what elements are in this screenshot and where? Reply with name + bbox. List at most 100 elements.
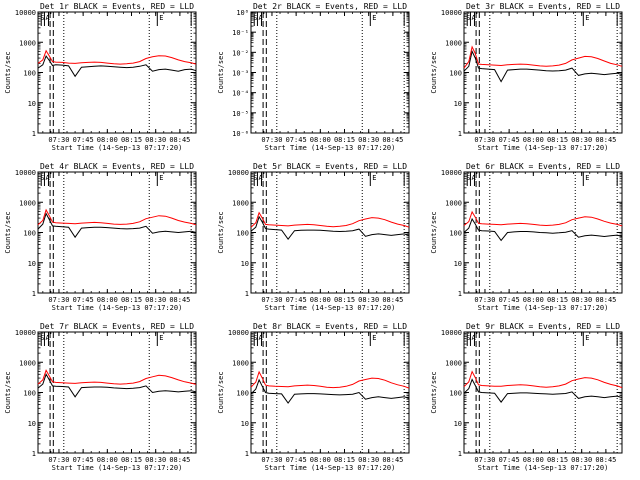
y-tick-label: 10 [28, 260, 36, 268]
x-tick-label: 07:45 [73, 296, 94, 304]
x-tick-label: 07:30 [261, 456, 282, 464]
marker-letter: S [253, 14, 257, 22]
series-line-lld [250, 370, 410, 389]
x-tick-label: 07:45 [73, 456, 94, 464]
y-tick-label: 10 [28, 420, 36, 428]
x-axis-label: Start Time (14-Sep-13 07:17:20) [478, 304, 609, 312]
series-line-lld [463, 370, 623, 389]
x-tick-label: 08:45 [169, 456, 190, 464]
x-tick-label: 08:45 [595, 136, 616, 144]
x-tick-label: 08:15 [334, 136, 355, 144]
chart-title: Det 8r BLACK = Events, RED = LLD [253, 322, 407, 331]
x-tick-label: 07:45 [73, 136, 94, 144]
x-tick-label: 08:30 [358, 296, 379, 304]
y-tick-label: 10⁰ [236, 9, 249, 17]
series-line-lld [37, 369, 197, 385]
marker-letter: E [372, 334, 376, 342]
x-tick-label: 07:30 [48, 456, 69, 464]
y-axis-label: Counts/sec [4, 51, 12, 93]
marker-letter: A [45, 334, 50, 342]
y-tick-label: 1000 [445, 359, 462, 367]
marker-letter: A [258, 14, 263, 22]
series-line-events [463, 378, 623, 403]
chart-title: Det 6r BLACK = Events, RED = LLD [466, 162, 620, 171]
chart-title: Det 7r BLACK = Events, RED = LLD [40, 322, 194, 331]
y-tick-label: 10⁻¹ [232, 29, 249, 37]
x-axis-label: Start Time (14-Sep-13 07:17:20) [265, 304, 396, 312]
marker-letter: S [40, 14, 44, 22]
x-tick-label: 08:15 [121, 296, 142, 304]
chart-panel: Det 7r BLACK = Events, RED = LLD 1 10 100 10… [4, 322, 197, 472]
y-tick-label: 1000 [445, 39, 462, 47]
series-line-events [463, 217, 623, 242]
x-tick-label: 08:30 [571, 296, 592, 304]
y-tick-label: 10000 [15, 169, 36, 177]
y-axis-label: Counts/sec [430, 211, 438, 253]
x-tick-label: 08:00 [310, 296, 331, 304]
series-line-events [37, 212, 197, 239]
y-tick-label: 10 [454, 420, 462, 428]
series-line-lld [37, 208, 197, 226]
y-tick-label: 1000 [19, 199, 36, 207]
x-tick-label: 08:45 [595, 456, 616, 464]
chart-panel: Det 5r BLACK = Events, RED = LLD 1 10 100 10… [217, 162, 410, 312]
x-axis-label: Start Time (14-Sep-13 07:17:20) [265, 144, 396, 152]
x-axis-label: Start Time (14-Sep-13 07:17:20) [52, 304, 183, 312]
y-tick-label: 10⁻⁴ [232, 90, 249, 98]
x-tick-label: 08:15 [121, 456, 142, 464]
marker-letter: A [471, 334, 476, 342]
x-tick-label: 08:00 [523, 456, 544, 464]
x-tick-label: 08:00 [97, 456, 118, 464]
x-tick-label: 07:30 [474, 456, 495, 464]
chart-panel: Det 4r BLACK = Events, RED = LLD 1 10 100 10… [4, 162, 197, 312]
marker-letter: A [258, 174, 263, 182]
y-tick-label: 100 [23, 70, 36, 78]
x-tick-label: 07:30 [48, 136, 69, 144]
x-tick-label: 07:30 [474, 296, 495, 304]
chart-panel: Det 1r BLACK = Events, RED = LLD 1 10 100 10… [4, 2, 197, 152]
y-tick-label: 10000 [441, 169, 462, 177]
y-tick-label: 10 [28, 100, 36, 108]
x-tick-label: 08:00 [523, 296, 544, 304]
y-tick-label: 100 [449, 70, 462, 78]
marker-letter: E [585, 14, 589, 22]
y-tick-label: 100 [449, 390, 462, 398]
x-tick-label: 08:45 [169, 296, 190, 304]
series-line-lld [37, 49, 197, 65]
chart-panel: Det 9r BLACK = Events, RED = LLD 1 10 100 10… [430, 322, 623, 472]
x-tick-label: 08:30 [145, 296, 166, 304]
y-axis-label: Counts/sec [4, 371, 12, 413]
y-tick-label: 1000 [232, 359, 249, 367]
y-axis-label: Counts/sec [217, 51, 225, 93]
series-line-lld [250, 211, 410, 228]
y-tick-label: 1 [458, 130, 462, 138]
y-tick-label: 100 [236, 390, 249, 398]
x-tick-label: 08:45 [169, 136, 190, 144]
x-tick-label: 08:30 [571, 136, 592, 144]
series-line-lld [463, 45, 623, 69]
marker-letter: E [159, 334, 163, 342]
y-tick-label: 1 [32, 450, 36, 458]
y-tick-label: 1 [245, 450, 249, 458]
x-tick-label: 07:30 [261, 136, 282, 144]
chart-title: Det 4r BLACK = Events, RED = LLD [40, 162, 194, 171]
y-tick-label: 10000 [441, 9, 462, 17]
y-tick-label: 1000 [445, 199, 462, 207]
plot-frame [250, 171, 410, 294]
x-tick-label: 07:45 [499, 456, 520, 464]
x-tick-label: 08:00 [310, 136, 331, 144]
chart-title: Det 1r BLACK = Events, RED = LLD [40, 2, 194, 11]
x-tick-label: 07:45 [499, 136, 520, 144]
x-tick-label: 08:45 [595, 296, 616, 304]
y-tick-label: 10 [241, 260, 249, 268]
x-tick-label: 07:45 [286, 296, 307, 304]
series-line-events [37, 373, 197, 398]
y-tick-label: 10000 [15, 329, 36, 337]
marker-letter: A [471, 14, 476, 22]
x-tick-label: 08:45 [382, 296, 403, 304]
x-axis-label: Start Time (14-Sep-13 07:17:20) [52, 144, 183, 152]
y-tick-label: 1 [245, 290, 249, 298]
y-tick-label: 10 [454, 260, 462, 268]
y-axis-label: Counts/sec [4, 211, 12, 253]
